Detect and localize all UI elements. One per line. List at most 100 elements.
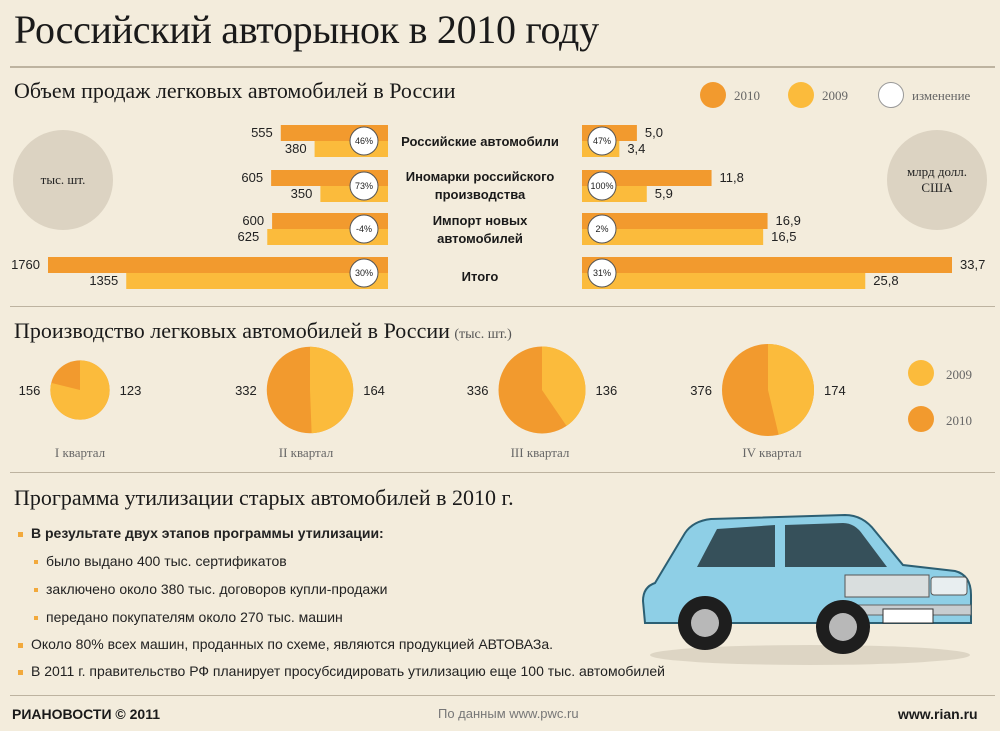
bar-left-value: 555 (251, 125, 273, 140)
bar-left-value: 1760 (11, 257, 40, 272)
utilization-item: В 2011 г. правительство РФ планирует про… (18, 663, 665, 679)
change-right-icon (587, 171, 617, 201)
bar-right-value: 16,5 (771, 229, 796, 244)
change-right-label: 47% (593, 136, 611, 146)
change-left-label: -4% (356, 224, 372, 234)
bar-right-value: 25,8 (873, 273, 898, 288)
change-right-icon (587, 258, 617, 288)
utilization-item-text: Около 80% всех машин, проданных по схеме… (31, 636, 554, 652)
utilization-section-title: Программа утилизации старых автомобилей … (14, 485, 514, 510)
unit-left-circle: тыс. шт. (13, 130, 113, 230)
bar-right-2010 (582, 257, 952, 273)
page-title: Российский авторынок в 2010 году (14, 7, 599, 52)
bar-right-value: 5,9 (655, 186, 673, 201)
footer-url[interactable]: www.rian.ru (898, 706, 978, 722)
footer-source: По данным www.pwc.ru (438, 706, 579, 721)
bar-right-value: 16,9 (776, 213, 801, 228)
pie-legend-2009-label: 2009 (946, 367, 972, 382)
production-title-group: Производство легковых автомобилей в Росс… (14, 318, 512, 344)
utilization-item-text: В 2011 г. правительство РФ планирует про… (31, 663, 665, 679)
bar-left-value: 625 (238, 229, 260, 244)
pie-2009-value: 174 (824, 383, 846, 398)
divider (10, 306, 995, 307)
bar-left-value: 605 (241, 170, 263, 185)
divider (10, 66, 995, 68)
car-illustration (641, 513, 972, 665)
change-left-label: 73% (355, 181, 373, 191)
pie-2009-value: 136 (595, 383, 617, 398)
bar-left-2009 (126, 273, 388, 289)
category-label-import: Импорт новых автомобилей (432, 213, 528, 246)
bar-right-2009 (582, 273, 866, 289)
bullet-icon (18, 642, 23, 648)
pie-legend-2009-swatch (908, 360, 934, 386)
pie-legend-2010-swatch (908, 406, 934, 432)
pie-2009-slice (50, 360, 110, 420)
utilization-sub-text: заключено около 380 тыс. договоров купли… (46, 581, 388, 597)
pie-2010-value: 376 (690, 383, 712, 398)
bar-left-2010 (48, 257, 388, 273)
change-right-icon (587, 126, 617, 156)
utilization-sub-text: было выдано 400 тыс. сертификатов (46, 553, 287, 569)
quarter-label-2: II квартал (278, 445, 334, 460)
footer-brand: РИАНОВОСТИ © 2011 (12, 706, 161, 722)
bullet-icon (18, 669, 23, 675)
legend-2010-swatch (700, 82, 726, 108)
production-section-title: Производство легковых автомобилей в Росс… (14, 318, 450, 343)
utilization-sub-item: было выдано 400 тыс. сертификатов (34, 553, 287, 569)
pie-2009-value: 123 (120, 383, 142, 398)
utilization-heading-text: В результате двух этапов программы утили… (31, 525, 384, 541)
change-left-label: 30% (355, 268, 373, 278)
bullet-icon (34, 588, 38, 593)
pie-legend-2010-label: 2010 (946, 413, 972, 428)
utilization-item: Около 80% всех машин, проданных по схеме… (18, 636, 553, 652)
change-right-label: 31% (593, 268, 611, 278)
quarter-label-3: III квартал (510, 445, 570, 460)
pie-2009-slice (310, 346, 354, 434)
change-right-icon (587, 214, 617, 244)
legend-2009-label: 2009 (822, 88, 848, 103)
legend-2009-swatch (788, 82, 814, 108)
bullet-icon (18, 531, 23, 537)
utilization-sub-item: передано покупателям около 270 тыс. маши… (34, 609, 343, 625)
legend-2010-label: 2010 (734, 88, 760, 103)
pie-2010-value: 156 (19, 383, 41, 398)
production-unit: (тыс. шт.) (454, 327, 512, 342)
change-left-icon (349, 214, 379, 244)
bar-right-2009 (582, 229, 764, 245)
production-pie-charts: 156 123 332 164 336 136 376 174 (19, 344, 846, 436)
change-right-label: 100% (590, 181, 613, 191)
category-label-total: Итого (461, 269, 499, 284)
divider (10, 695, 995, 696)
pie-2009-slice (542, 346, 586, 426)
bar-left-value: 350 (291, 186, 313, 201)
bar-right-value: 5,0 (645, 125, 663, 140)
sales-section-title: Объем продаж легковых автомобилей в Росс… (14, 78, 456, 103)
utilization-sub-item: заключено около 380 тыс. договоров купли… (34, 581, 387, 597)
legend-change-label: изменение (912, 88, 971, 103)
category-label-russian: Российские автомобили (401, 134, 559, 149)
change-left-icon (349, 258, 379, 288)
change-left-label: 46% (355, 136, 373, 146)
bar-right-value: 11,8 (720, 170, 744, 185)
pie-2010-value: 332 (235, 383, 257, 398)
bar-left-value: 600 (242, 213, 264, 228)
quarter-label-4: IV квартал (742, 445, 802, 460)
change-right-label: 2% (595, 224, 608, 234)
bar-right-2010 (582, 213, 768, 229)
utilization-heading: В результате двух этапов программы утили… (18, 525, 384, 541)
utilization-sub-text: передано покупателям около 270 тыс. маши… (46, 609, 343, 625)
category-label-foreign-local: Иномарки российского производства (405, 169, 555, 202)
bullet-icon (34, 560, 38, 565)
bar-left-value: 1355 (89, 273, 118, 288)
bar-left-value: 380 (285, 141, 307, 156)
pie-2009-value: 164 (363, 383, 385, 398)
divider (10, 472, 995, 473)
change-left-icon (349, 171, 379, 201)
bar-right-value: 3,4 (627, 141, 645, 156)
quarter-label-1: I квартал (54, 445, 106, 460)
pie-2010-value: 336 (467, 383, 489, 398)
change-left-icon (349, 126, 379, 156)
bar-right-value: 33,7 (960, 257, 985, 272)
